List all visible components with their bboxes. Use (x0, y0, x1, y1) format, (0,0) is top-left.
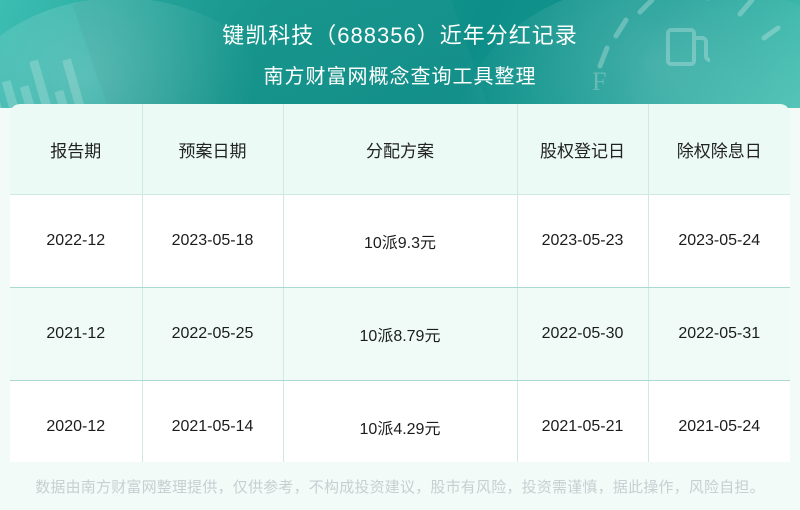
column-header-plan-date: 预案日期 (142, 104, 284, 195)
banner-title-block: 键凯科技（688356）近年分红记录 南方财富网概念查询工具整理 (0, 0, 800, 88)
dividend-table: 报告期 预案日期 分配方案 股权登记日 除权除息日 2022-12 2023-0… (10, 104, 790, 474)
table-row: 2022-12 2023-05-18 10派9.3元 2023-05-23 20… (10, 194, 790, 288)
column-header-report-period: 报告期 (10, 104, 143, 195)
cell-report-period: 2021-12 (10, 287, 143, 381)
cell-ex-dividend-date: 2022-05-31 (648, 287, 790, 381)
column-header-distribution: 分配方案 (283, 104, 518, 195)
table-row: 2020-12 2021-05-14 10派4.29元 2021-05-21 2… (10, 380, 790, 474)
cell-report-period: 2022-12 (10, 194, 143, 288)
cell-ex-dividend-date: 2021-05-24 (648, 380, 790, 474)
column-header-record-date: 股权登记日 (517, 104, 649, 195)
table-row: 2021-12 2022-05-25 10派8.79元 2022-05-30 2… (10, 287, 790, 381)
page-title: 键凯科技（688356）近年分红记录 (222, 23, 578, 48)
cell-record-date: 2021-05-21 (517, 380, 649, 474)
dividend-table-container: 报告期 预案日期 分配方案 股权登记日 除权除息日 2022-12 2023-0… (10, 104, 790, 474)
footer-bar: 数据由南方财富网整理提供，仅供参考，不构成投资建议，股市有风险，投资需谨慎，据此… (0, 462, 800, 510)
column-header-ex-dividend: 除权除息日 (648, 104, 790, 195)
cell-record-date: 2023-05-23 (517, 194, 649, 288)
table-header-row: 报告期 预案日期 分配方案 股权登记日 除权除息日 (10, 104, 790, 195)
page-banner: F 键凯科技（688356）近年分红记录 南方财富网概念查询工具整理 (0, 0, 800, 108)
cell-plan-date: 2022-05-25 (142, 287, 284, 381)
cell-plan-date: 2021-05-14 (142, 380, 284, 474)
cell-distribution-plan: 10派8.79元 (283, 287, 518, 381)
cell-record-date: 2022-05-30 (517, 287, 649, 381)
page-subtitle: 南方财富网概念查询工具整理 (263, 66, 537, 88)
cell-ex-dividend-date: 2023-05-24 (648, 194, 790, 288)
cell-report-period: 2020-12 (10, 380, 143, 474)
disclaimer-text: 数据由南方财富网整理提供，仅供参考，不构成投资建议，股市有风险，投资需谨慎，据此… (35, 478, 765, 496)
cell-distribution-plan: 10派4.29元 (283, 380, 518, 474)
cell-plan-date: 2023-05-18 (142, 194, 284, 288)
cell-distribution-plan: 10派9.3元 (283, 194, 518, 288)
